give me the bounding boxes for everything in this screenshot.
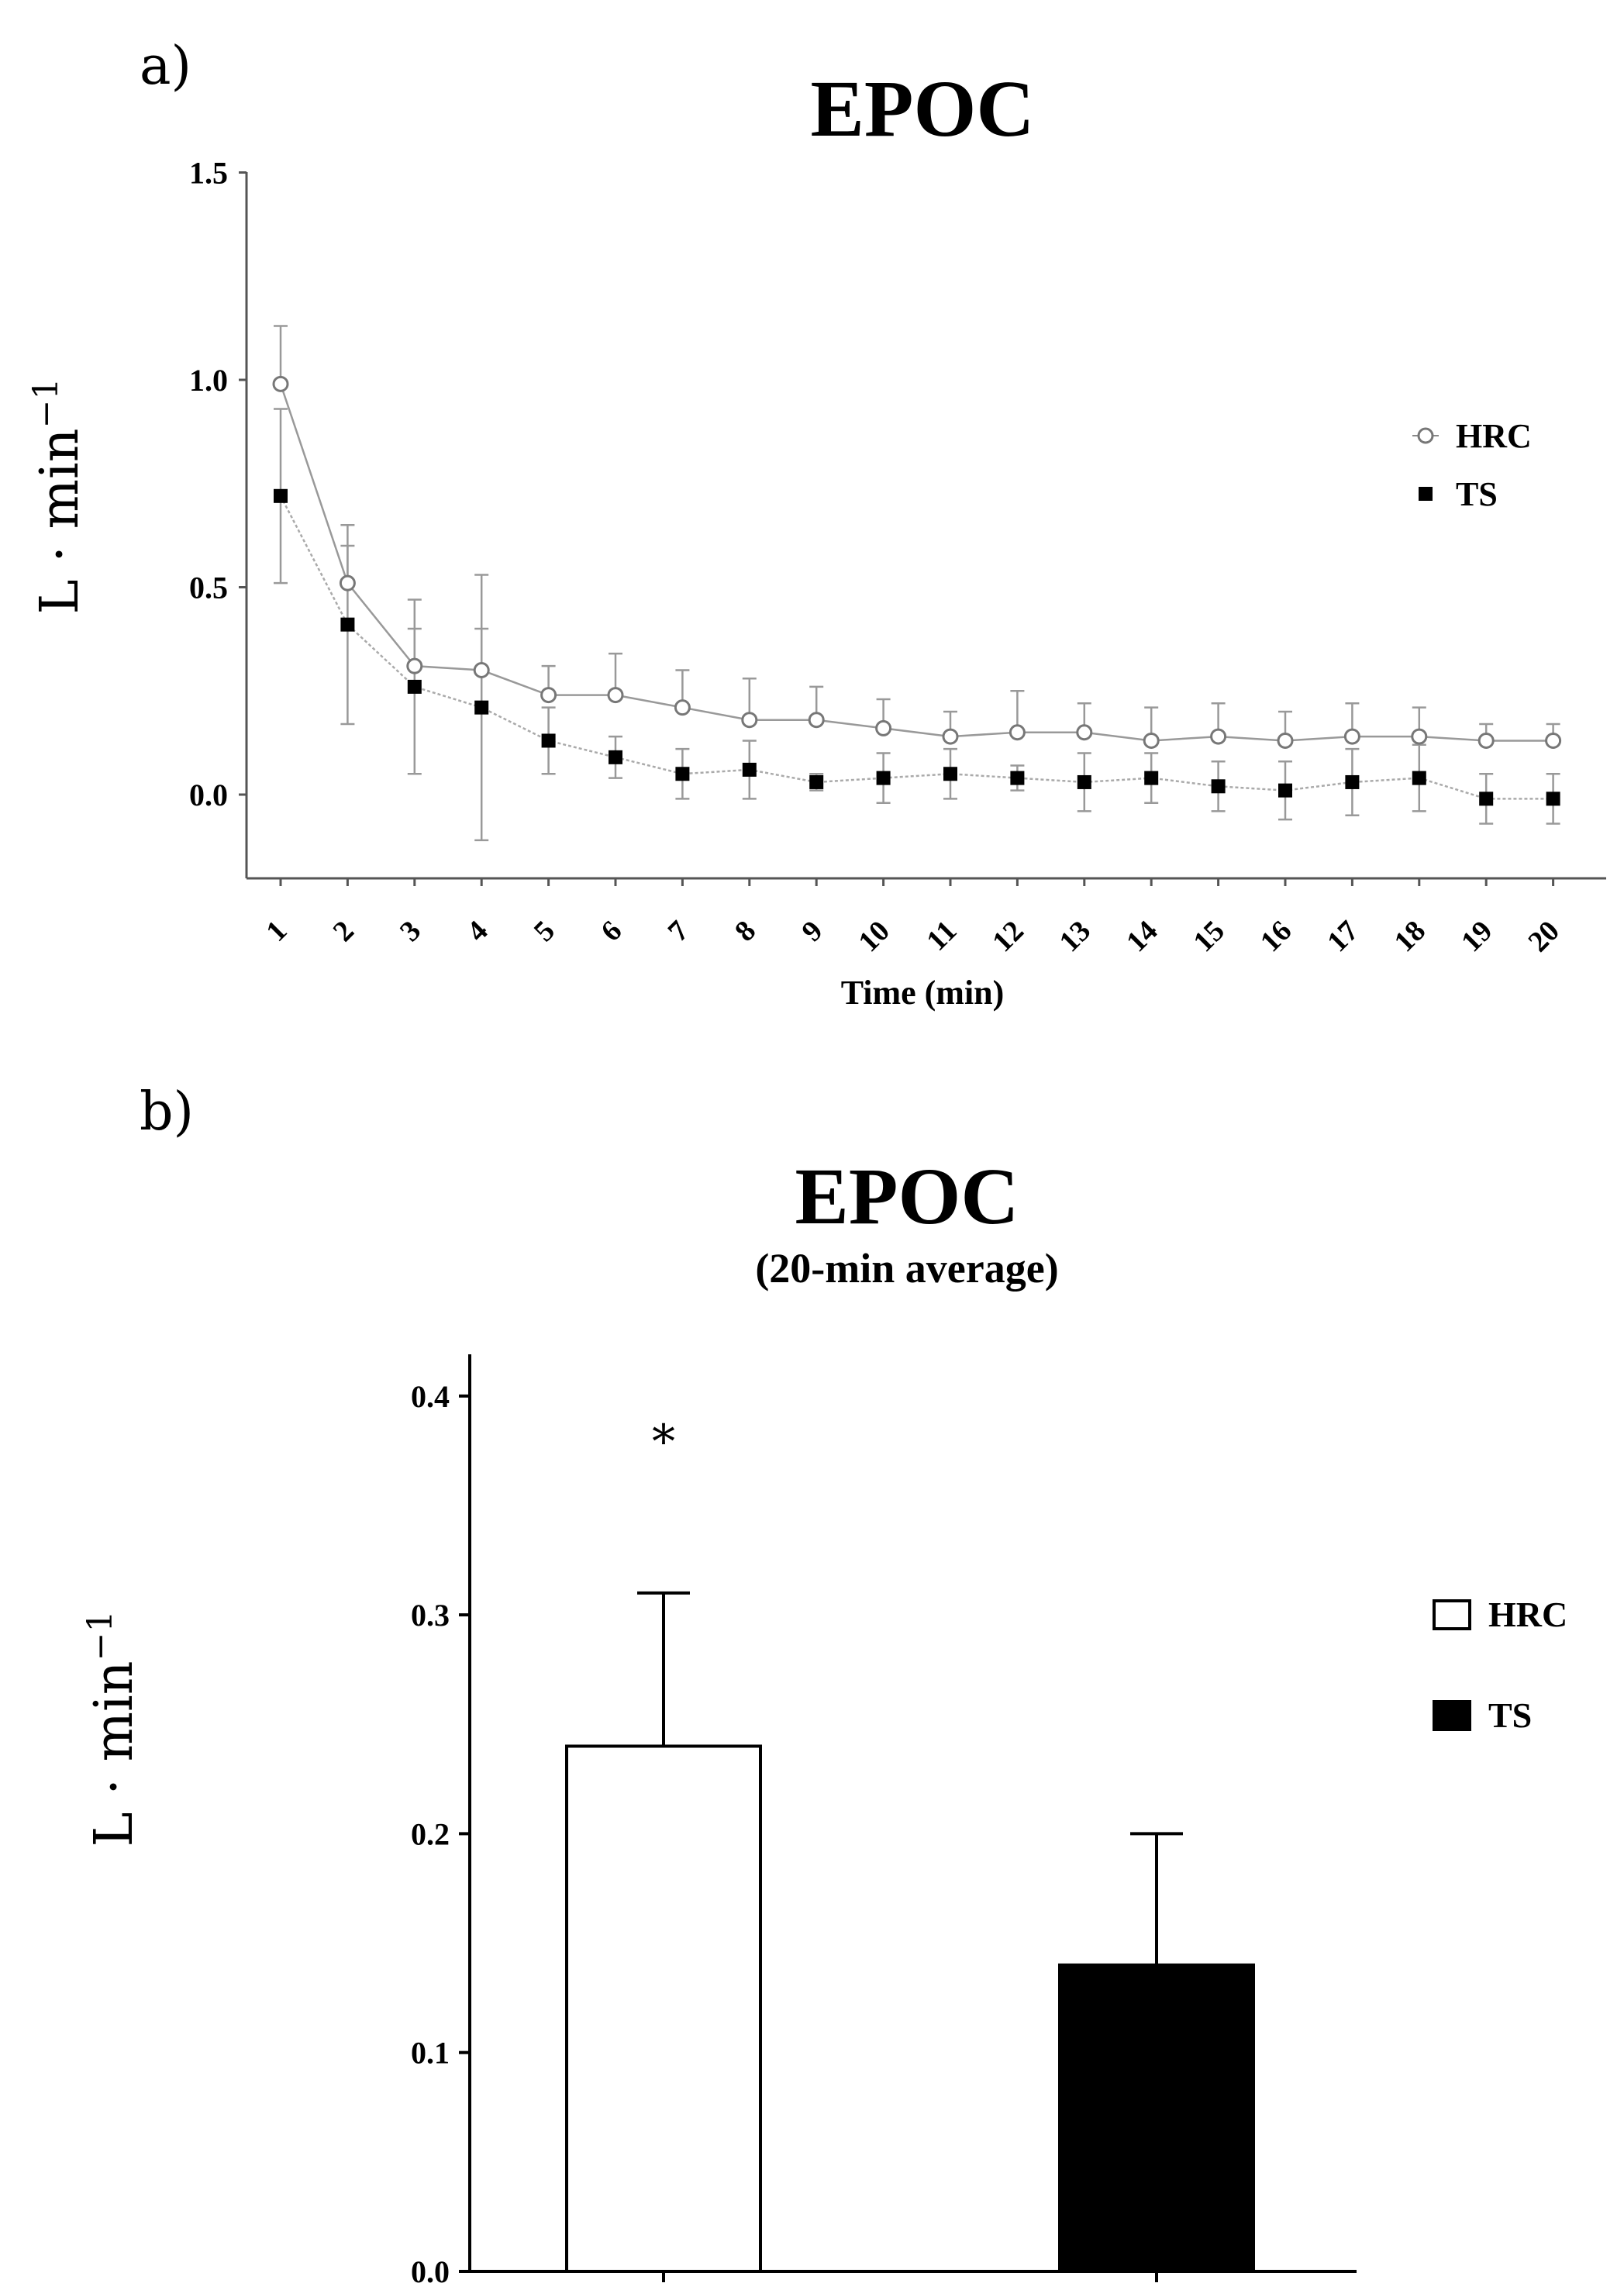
ts-data-point bbox=[340, 617, 355, 632]
panel-b-legend: HRC TS bbox=[1433, 1595, 1567, 1735]
panel-b-y-ticks: 0.0 0.1 0.2 0.3 0.4 bbox=[411, 1379, 470, 2289]
hrc-data-point bbox=[406, 657, 423, 674]
bar-hrc bbox=[565, 1744, 762, 2273]
ts-data-point bbox=[474, 700, 489, 715]
hrc-data-point bbox=[339, 574, 356, 591]
x-tick-label: 20 bbox=[1522, 915, 1566, 959]
hrc-data-point bbox=[741, 712, 758, 729]
ts-data-point bbox=[407, 679, 422, 694]
hrc-data-point bbox=[607, 687, 624, 704]
hrc-data-point bbox=[1210, 728, 1227, 745]
y-tick-label: 0.2 bbox=[411, 1816, 450, 1851]
y-tick-label: 1.5 bbox=[189, 156, 228, 191]
x-tick-label: 2 bbox=[327, 915, 360, 948]
x-tick-label: 18 bbox=[1388, 915, 1433, 959]
panel-a-y-ticks: 0.0 0.5 1.0 1.5 bbox=[189, 156, 247, 812]
legend-ts-label: TS bbox=[1456, 475, 1498, 513]
ts-data-point bbox=[809, 774, 824, 789]
ts-data-point bbox=[1077, 774, 1091, 789]
ts-data-point bbox=[609, 750, 622, 764]
hrc-data-point bbox=[1009, 724, 1026, 741]
panel-a-y-axis-title: L · min−1 bbox=[26, 378, 91, 615]
x-tick-label: 15 bbox=[1187, 915, 1231, 959]
legend-ts-swatch bbox=[1433, 1700, 1471, 1731]
legend-hrc-label: HRC bbox=[1456, 417, 1532, 455]
y-tick-label: 0.3 bbox=[411, 1598, 450, 1633]
panel-b-bar-chart: b) EPOC (20-min average) L · min−1 0.00.… bbox=[81, 1081, 1567, 2289]
legend-hrc-swatch bbox=[1433, 1599, 1471, 1630]
panel-b-subtitle: (20-min average) bbox=[755, 1245, 1058, 1292]
panel-b-label: b) bbox=[140, 1081, 194, 1143]
hrc-data-point bbox=[942, 728, 959, 745]
hrc-data-point bbox=[1477, 732, 1495, 749]
ts-data-point bbox=[1345, 774, 1360, 789]
x-tick-label: 4 bbox=[460, 915, 494, 948]
x-tick-label: 12 bbox=[986, 915, 1030, 959]
hrc-data-point bbox=[1076, 724, 1093, 741]
ts-data-point bbox=[541, 733, 556, 748]
legend-ts-label: TS bbox=[1488, 1695, 1532, 1735]
legend-ts-square-icon bbox=[1419, 487, 1433, 501]
hrc-data-point bbox=[875, 719, 892, 736]
ts-data-point bbox=[1144, 771, 1159, 785]
y-tick-label: 0.0 bbox=[411, 2254, 450, 2289]
x-tick-label: 1 bbox=[260, 915, 293, 948]
x-tick-label: 8 bbox=[729, 915, 762, 948]
x-tick-label: 17 bbox=[1321, 915, 1365, 959]
panel-b-y-axis-title: L · min−1 bbox=[81, 1611, 145, 1847]
hrc-data-point bbox=[272, 375, 289, 392]
legend-hrc-circle-icon bbox=[1417, 427, 1434, 444]
hrc-data-point bbox=[1545, 732, 1562, 749]
ts-data-point bbox=[1479, 791, 1494, 806]
panel-b-title: EPOC bbox=[795, 1152, 1019, 1241]
x-tick-label: 11 bbox=[920, 915, 963, 957]
hrc-data-point bbox=[1143, 732, 1160, 749]
panel-a-legend: HRC TS bbox=[1412, 417, 1532, 513]
x-tick-label: 14 bbox=[1120, 915, 1164, 959]
ts-series-line bbox=[279, 495, 1553, 800]
ts-data-point bbox=[1010, 771, 1025, 785]
panel-a-label: a) bbox=[140, 36, 191, 97]
hrc-data-point bbox=[808, 712, 825, 729]
ts-data-point bbox=[742, 762, 757, 777]
panel-b-bars: * bbox=[565, 1415, 1255, 2282]
hrc-data-point bbox=[1411, 728, 1428, 745]
significance-asterisk: * bbox=[652, 1415, 675, 1469]
ts-data-point bbox=[1278, 783, 1292, 798]
x-tick-label: 6 bbox=[595, 915, 628, 948]
ts-data-point bbox=[1412, 771, 1426, 785]
hrc-data-point bbox=[674, 699, 691, 716]
legend-hrc-label: HRC bbox=[1488, 1595, 1567, 1634]
hrc-data-point bbox=[1343, 728, 1360, 745]
panel-a-x-ticks: 1 2 3 4 5 6 7 8 9 10 11 12 13 14 15 16 17 18 19 20 bbox=[260, 878, 1566, 958]
panel-a-title: EPOC bbox=[811, 64, 1035, 153]
ts-data-point bbox=[274, 488, 288, 503]
y-tick-label: 0.0 bbox=[189, 778, 228, 812]
panel-a-x-axis-title: Time (min) bbox=[841, 974, 1005, 1012]
hrc-data-point bbox=[540, 687, 557, 704]
ts-data-point bbox=[675, 767, 690, 781]
y-tick-label: 0.1 bbox=[411, 2036, 450, 2071]
x-tick-label: 9 bbox=[795, 915, 829, 948]
ts-data-point bbox=[943, 767, 957, 781]
x-tick-label: 16 bbox=[1254, 915, 1298, 959]
ts-data-point bbox=[1546, 791, 1560, 806]
x-tick-label: 3 bbox=[394, 915, 427, 948]
y-tick-label: 1.0 bbox=[189, 363, 228, 398]
x-tick-label: 10 bbox=[852, 915, 896, 959]
panel-a-series bbox=[272, 325, 1562, 842]
y-tick-label: 0.4 bbox=[411, 1379, 450, 1414]
hrc-data-point bbox=[473, 662, 490, 678]
bar-ts bbox=[1058, 1963, 1255, 2274]
hrc-series-line bbox=[279, 383, 1553, 742]
x-tick-label: 13 bbox=[1053, 915, 1098, 959]
ts-data-point bbox=[1211, 779, 1226, 794]
y-tick-label: 0.5 bbox=[189, 571, 228, 605]
x-tick-label: 7 bbox=[662, 915, 695, 948]
x-tick-label: 5 bbox=[528, 915, 561, 948]
x-tick-label: 19 bbox=[1455, 915, 1499, 959]
ts-data-point bbox=[876, 771, 891, 785]
hrc-data-point bbox=[1277, 732, 1294, 749]
